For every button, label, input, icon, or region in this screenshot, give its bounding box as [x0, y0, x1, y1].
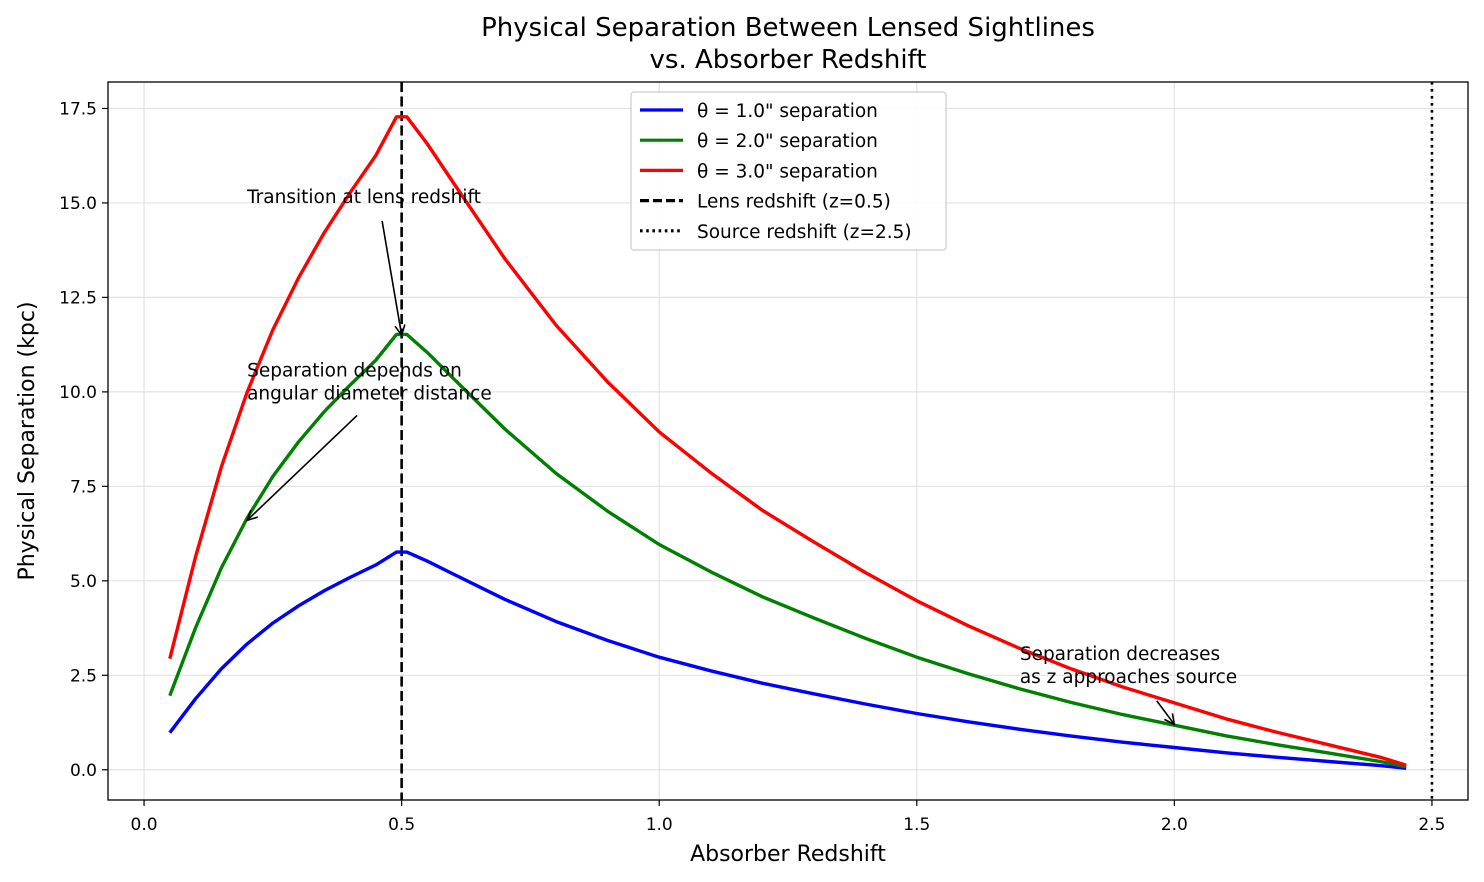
y-tick-label: 2.5 [70, 666, 97, 686]
legend: θ = 1.0" separation θ = 2.0" separation θ … [630, 91, 947, 251]
y-axis-ticks: 0.0 2.5 5.0 7.5 10.0 12.5 15.0 17.5 [59, 99, 108, 781]
annotation-2-text: angular diameter distance [247, 383, 492, 404]
x-tick-label: 1.0 [646, 815, 673, 835]
annotation-2-arrow [247, 414, 358, 520]
chart-title-line-1: Physical Separation Between Lensed Sight… [481, 13, 1095, 43]
y-tick-label: 10.0 [59, 383, 97, 403]
x-tick-label: 0.5 [388, 815, 415, 835]
y-axis-label: Physical Separation (kpc) [15, 301, 40, 580]
y-tick-label: 5.0 [70, 572, 97, 592]
annotation-2-text: Separation depends on [247, 360, 462, 381]
reference-lines [400, 82, 1434, 800]
x-tick-label: 1.5 [903, 815, 930, 835]
plot-frame [107, 81, 1469, 801]
series-line-3 [168, 115, 1407, 767]
annotation-1-text: Transition at lens redshift [246, 187, 481, 208]
legend-label-5: Source redshift (z=2.5) [697, 222, 912, 243]
annotation-3-arrow [1156, 700, 1175, 725]
legend-label-3: θ = 3.0" separation [697, 161, 878, 182]
x-axis-ticks: 0.0 0.5 1.0 1.5 2.0 2.5 [131, 800, 1445, 835]
chart-title: Physical Separation Between Lensed Sight… [481, 13, 1095, 75]
legend-label-4: Lens redshift (z=0.5) [697, 192, 891, 213]
annotation-3-text: Separation decreases [1020, 644, 1220, 665]
y-tick-label: 7.5 [70, 477, 97, 497]
annotations: Transition at lens redshift Separation de… [246, 187, 1237, 724]
y-tick-label: 15.0 [59, 194, 97, 214]
chart-title-line-2: vs. Absorber Redshift [650, 45, 927, 75]
y-tick-label: 12.5 [59, 288, 97, 308]
legend-label-2: θ = 2.0" separation [697, 131, 878, 152]
y-tick-label: 17.5 [59, 99, 97, 119]
legend-frame [630, 91, 947, 251]
x-tick-label: 0.0 [131, 815, 158, 835]
legend-items: θ = 1.0" separation θ = 2.0" separation θ … [640, 101, 912, 243]
x-tick-label: 2.5 [1418, 815, 1445, 835]
legend-label-1: θ = 1.0" separation [697, 101, 878, 122]
x-tick-label: 2.0 [1161, 815, 1188, 835]
x-axis-label: Absorber Redshift [690, 842, 886, 867]
y-tick-label: 0.0 [70, 761, 97, 781]
series-line-1 [168, 550, 1407, 770]
annotation-1-arrow [381, 220, 402, 335]
annotation-3-text: as z approaches source [1020, 667, 1237, 688]
